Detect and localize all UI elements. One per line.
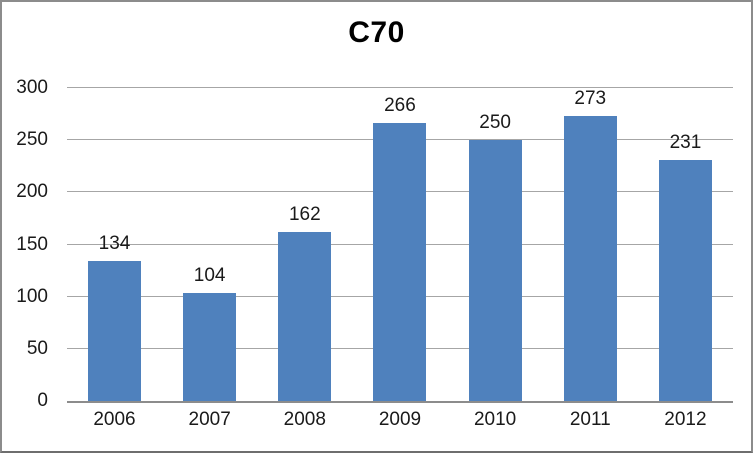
x-tick-label-text: 2011 — [569, 409, 611, 430]
bar — [658, 160, 712, 401]
bar — [278, 231, 332, 401]
bar — [373, 123, 427, 401]
x-tick-label: 2009 — [373, 409, 426, 431]
bar-data-label: 104 — [193, 264, 226, 286]
x-tick-label-text: 2006 — [93, 409, 136, 430]
bar — [563, 116, 617, 401]
plot-area: 134 104 162 266 250 273 231 — [67, 87, 733, 403]
x-tick-label: 2011 — [564, 409, 617, 431]
bar-data-label: 162 — [288, 203, 321, 225]
bar — [468, 140, 522, 401]
bar-column: 162 — [278, 88, 332, 401]
gridline — [67, 87, 733, 88]
y-axis: 0 50 100 150 200 250 300 — [2, 77, 48, 411]
bar-data-label: 231 — [669, 132, 702, 153]
x-tick-label-text: 2012 — [664, 409, 707, 430]
bar-data-label: 250 — [479, 112, 511, 134]
bar — [183, 292, 237, 401]
x-tick-label: 2012 — [659, 409, 712, 431]
y-tick-label: 50 — [26, 337, 48, 359]
y-tick-label: 100 — [16, 285, 48, 307]
x-tick-label-text: 2007 — [188, 409, 231, 430]
bar-data-label: 134 — [98, 233, 131, 255]
bar-column: 266 — [373, 88, 427, 401]
y-tick-label: 150 — [16, 233, 48, 255]
bar-column: 250 — [468, 88, 522, 401]
y-tick-label: 0 — [37, 390, 48, 411]
bar-column: 104 — [183, 88, 237, 401]
y-tick-label: 200 — [16, 181, 48, 203]
bar-data-label: 273 — [574, 88, 607, 110]
x-tick-label-text: 2009 — [378, 409, 422, 430]
x-tick-label: 2010 — [469, 409, 522, 431]
bar-data-label: 266 — [384, 95, 416, 117]
y-tick-label: 250 — [16, 129, 48, 151]
x-axis: 2006 2007 2008 2009 2010 2011 2012 — [67, 409, 733, 431]
bar — [88, 261, 141, 401]
bars-group: 134 104 162 266 250 273 231 — [67, 88, 733, 401]
bar-column: 231 — [658, 88, 712, 401]
x-tick-label-text: 2008 — [283, 409, 326, 430]
x-tick-label: 2006 — [88, 409, 141, 431]
x-tick-label: 2008 — [278, 409, 331, 431]
bar-column: 273 — [563, 88, 617, 401]
y-tick-label: 300 — [16, 77, 48, 98]
chart-title: C70 — [348, 16, 405, 49]
bar-column: 134 — [88, 88, 141, 401]
x-tick-label-text: 2010 — [473, 409, 517, 430]
x-tick-label: 2007 — [183, 409, 236, 431]
